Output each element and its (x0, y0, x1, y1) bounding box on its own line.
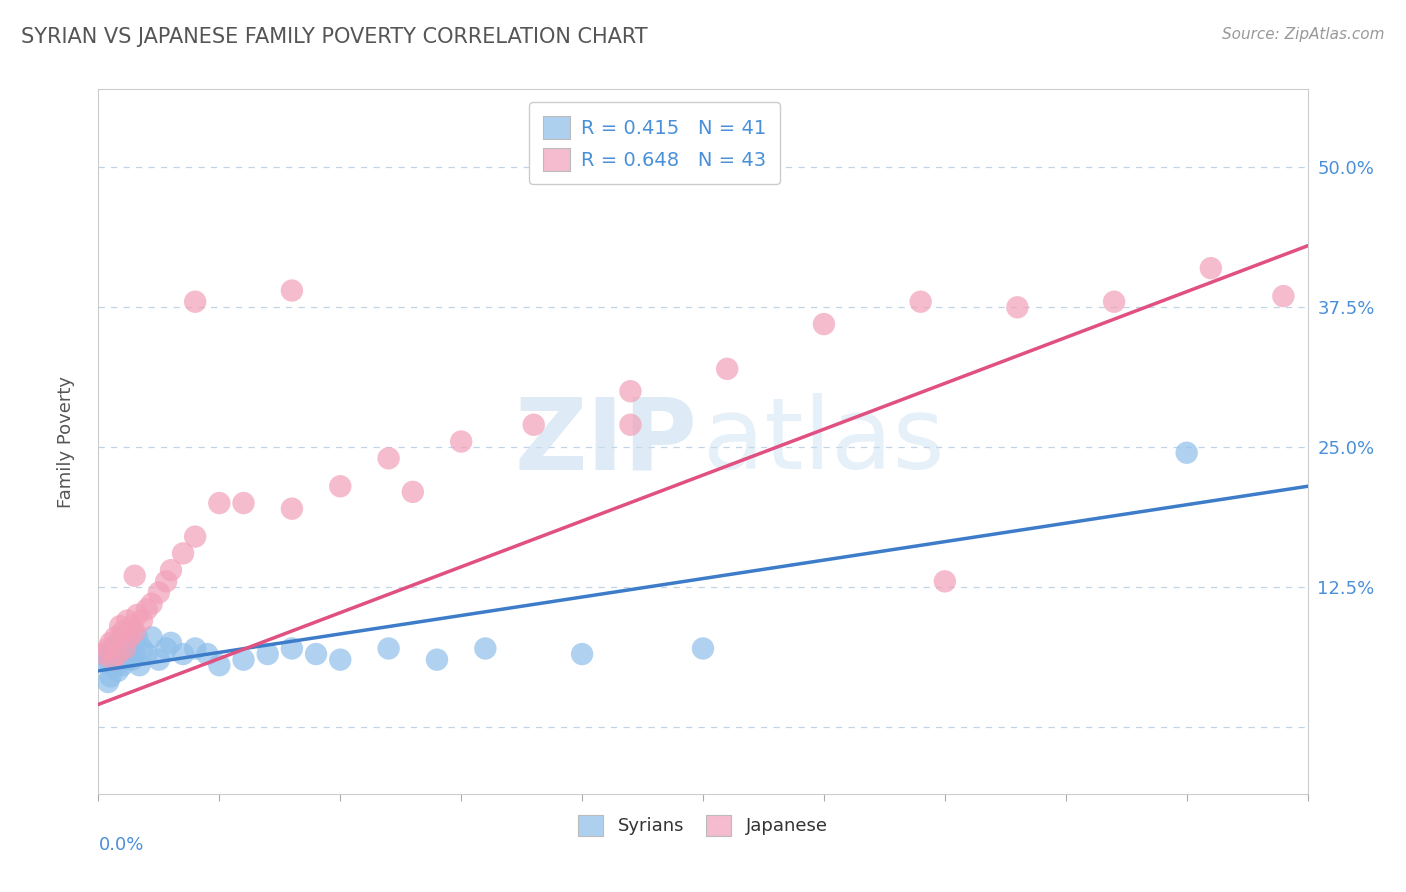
Point (117, 614, 139, 628)
Point (305, 647, 328, 661)
Point (281, 501, 304, 516)
Point (619, 417, 641, 432)
Point (281, 641, 304, 656)
Point (1007, 301, 1029, 315)
Point (128, 658, 150, 673)
Point (1272, 289, 1295, 303)
Point (232, 653, 254, 667)
Point (232, 496, 254, 510)
Point (108, 647, 131, 661)
Point (934, 574, 956, 589)
Point (910, 294, 932, 309)
Point (121, 653, 143, 667)
Point (184, 530, 207, 544)
Point (155, 574, 177, 589)
Text: 0.0%: 0.0% (98, 836, 143, 855)
Point (97, 641, 120, 656)
Point (1199, 261, 1222, 276)
Point (377, 451, 399, 466)
Point (172, 546, 194, 560)
Text: atlas: atlas (703, 393, 945, 490)
Point (184, 294, 207, 309)
Point (329, 653, 352, 667)
Point (94, 653, 117, 667)
Point (377, 641, 399, 656)
Point (91, 647, 114, 661)
Point (104, 653, 127, 667)
Point (127, 607, 149, 622)
Point (114, 641, 136, 656)
Point (329, 479, 352, 493)
Point (692, 641, 714, 656)
Point (523, 417, 546, 432)
Point (131, 614, 153, 628)
Point (148, 653, 170, 667)
Point (155, 641, 177, 656)
Point (121, 619, 143, 633)
Point (160, 636, 183, 650)
Point (91, 647, 114, 661)
Point (124, 568, 146, 582)
Text: Source: ZipAtlas.com: Source: ZipAtlas.com (1222, 27, 1385, 42)
Point (208, 496, 231, 510)
Point (124, 624, 146, 639)
Point (1175, 446, 1198, 460)
Point (135, 647, 157, 661)
Point (131, 641, 153, 656)
Point (135, 602, 157, 616)
Point (107, 636, 129, 650)
Point (450, 434, 472, 449)
Point (118, 630, 141, 644)
Point (100, 658, 122, 673)
Point (107, 647, 129, 661)
Point (100, 636, 122, 650)
Point (195, 647, 218, 661)
Point (97, 675, 120, 690)
Point (104, 658, 127, 673)
Point (141, 630, 163, 644)
Point (474, 641, 496, 656)
Point (172, 647, 194, 661)
Point (107, 664, 129, 678)
Point (716, 361, 738, 376)
Point (141, 597, 163, 611)
Point (571, 647, 593, 661)
Point (160, 563, 183, 577)
Legend: Syrians, Japanese: Syrians, Japanese (569, 805, 837, 845)
Point (127, 630, 149, 644)
Point (148, 585, 170, 599)
Point (117, 641, 139, 656)
Point (111, 624, 134, 639)
Point (104, 630, 127, 644)
Point (402, 484, 425, 499)
Point (1102, 294, 1125, 309)
Point (118, 636, 141, 650)
Point (813, 317, 835, 331)
Point (114, 653, 136, 667)
Point (108, 619, 131, 633)
Point (208, 658, 231, 673)
Point (619, 384, 641, 399)
Point (111, 630, 134, 644)
Point (426, 653, 449, 667)
Text: SYRIAN VS JAPANESE FAMILY POVERTY CORRELATION CHART: SYRIAN VS JAPANESE FAMILY POVERTY CORREL… (21, 27, 648, 46)
Y-axis label: Family Poverty: Family Poverty (56, 376, 75, 508)
Point (281, 284, 304, 298)
Text: ZIP: ZIP (515, 393, 697, 490)
Point (184, 641, 207, 656)
Point (101, 641, 124, 656)
Point (101, 653, 124, 667)
Point (256, 647, 278, 661)
Point (100, 669, 122, 683)
Point (111, 658, 134, 673)
Point (124, 647, 146, 661)
